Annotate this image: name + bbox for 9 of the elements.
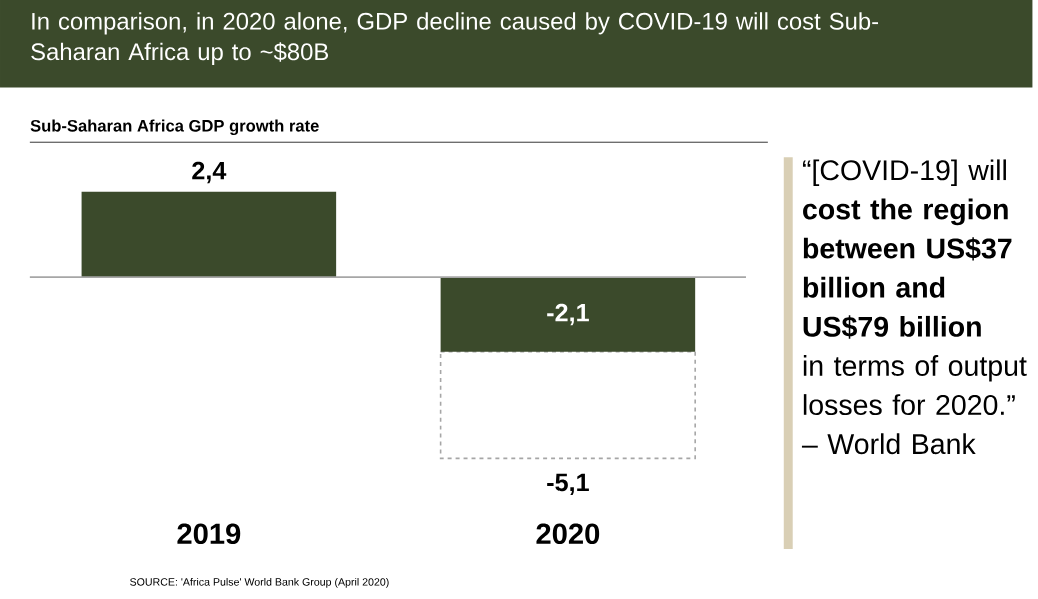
data-label: 2,4: [192, 161, 227, 184]
text: “[COVID-19] will cost the region between US$37 billion and US$79 billion in terms of output losses for 2020.” – World Bank: [801, 159, 1027, 455]
x-tick-label: 2020: [536, 523, 600, 545]
chart-subtitle: Sub-Saharan Africa GDP growth rate: [30, 119, 319, 136]
source-note: SOURCE: 'Africa Pulse' World Bank Group (April 2020): [130, 578, 389, 588]
data-label: -2,1: [547, 303, 589, 326]
total-label: -5,1: [547, 473, 589, 496]
chart-title: In comparison, in 2020 alone, GDP decline caused by COVID-19 will cost Sub-Saharan Africa up to ~$80B: [31, 12, 879, 66]
x-tick-label: 2019: [177, 523, 241, 545]
